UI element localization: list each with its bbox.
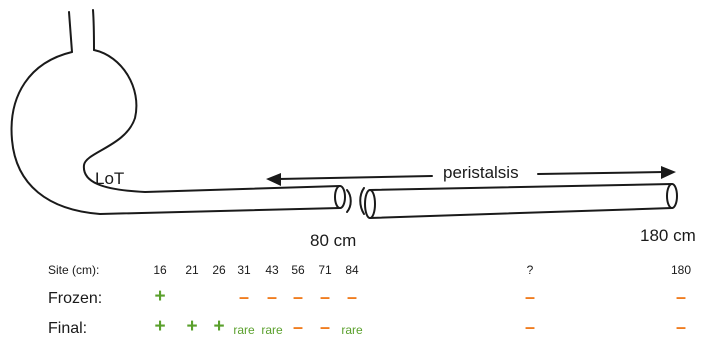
esophagus-right-wall	[92, 9, 95, 51]
negative-result: –	[292, 317, 304, 337]
peristalsis-arrow-right-line	[537, 171, 665, 175]
negative-result: –	[238, 287, 250, 307]
rare-result: rare	[341, 323, 363, 337]
site-row-label: Site (cm):	[48, 263, 100, 277]
negative-result: –	[675, 317, 687, 337]
negative-result: –	[319, 317, 331, 337]
negative-result: –	[292, 287, 304, 307]
site-value: 84	[345, 263, 359, 277]
segment-start-cap	[364, 189, 376, 219]
lot-label: LoT	[95, 169, 125, 188]
site-value: 16	[153, 263, 167, 277]
positive-result: +	[154, 316, 166, 337]
arrow-head-left	[266, 173, 281, 186]
site-value: 180	[670, 263, 692, 277]
positive-result: +	[186, 316, 198, 337]
negative-result: –	[319, 287, 331, 307]
site-value: ?	[526, 263, 534, 277]
negative-result: –	[266, 287, 278, 307]
rare-result: rare	[261, 323, 283, 337]
segment-top-wall	[369, 183, 673, 191]
segment-bottom-wall	[369, 207, 673, 219]
break-mark-right	[359, 187, 365, 215]
frozen-row-label: Frozen:	[48, 290, 103, 307]
segment-end-180	[666, 183, 678, 209]
site-value: 43	[265, 263, 279, 277]
stomach-outer-wall	[10, 51, 341, 215]
site-value: 21	[185, 263, 199, 277]
site-value: 56	[291, 263, 305, 277]
marker-80-cm: 80 cm	[310, 231, 357, 250]
arrow-head-right	[661, 166, 676, 179]
negative-result: –	[524, 287, 536, 307]
negative-result: –	[346, 287, 358, 307]
stomach-inner-wall	[82, 49, 341, 193]
rare-result: rare	[233, 323, 255, 337]
peristalsis-label: peristalsis	[443, 163, 519, 182]
negative-result: –	[524, 317, 536, 337]
site-value: 71	[318, 263, 332, 277]
peristalsis-arrow-left-line	[277, 175, 433, 180]
negative-result: –	[675, 287, 687, 307]
esophagus-left-wall	[68, 11, 73, 53]
positive-result: +	[213, 316, 225, 337]
final-row-label: Final:	[48, 320, 88, 337]
site-value: 31	[237, 263, 251, 277]
break-mark-left	[346, 189, 352, 213]
site-value: 26	[212, 263, 226, 277]
segment-end-80	[334, 185, 346, 209]
positive-result: +	[154, 286, 166, 307]
marker-180-cm: 180 cm	[640, 226, 696, 245]
